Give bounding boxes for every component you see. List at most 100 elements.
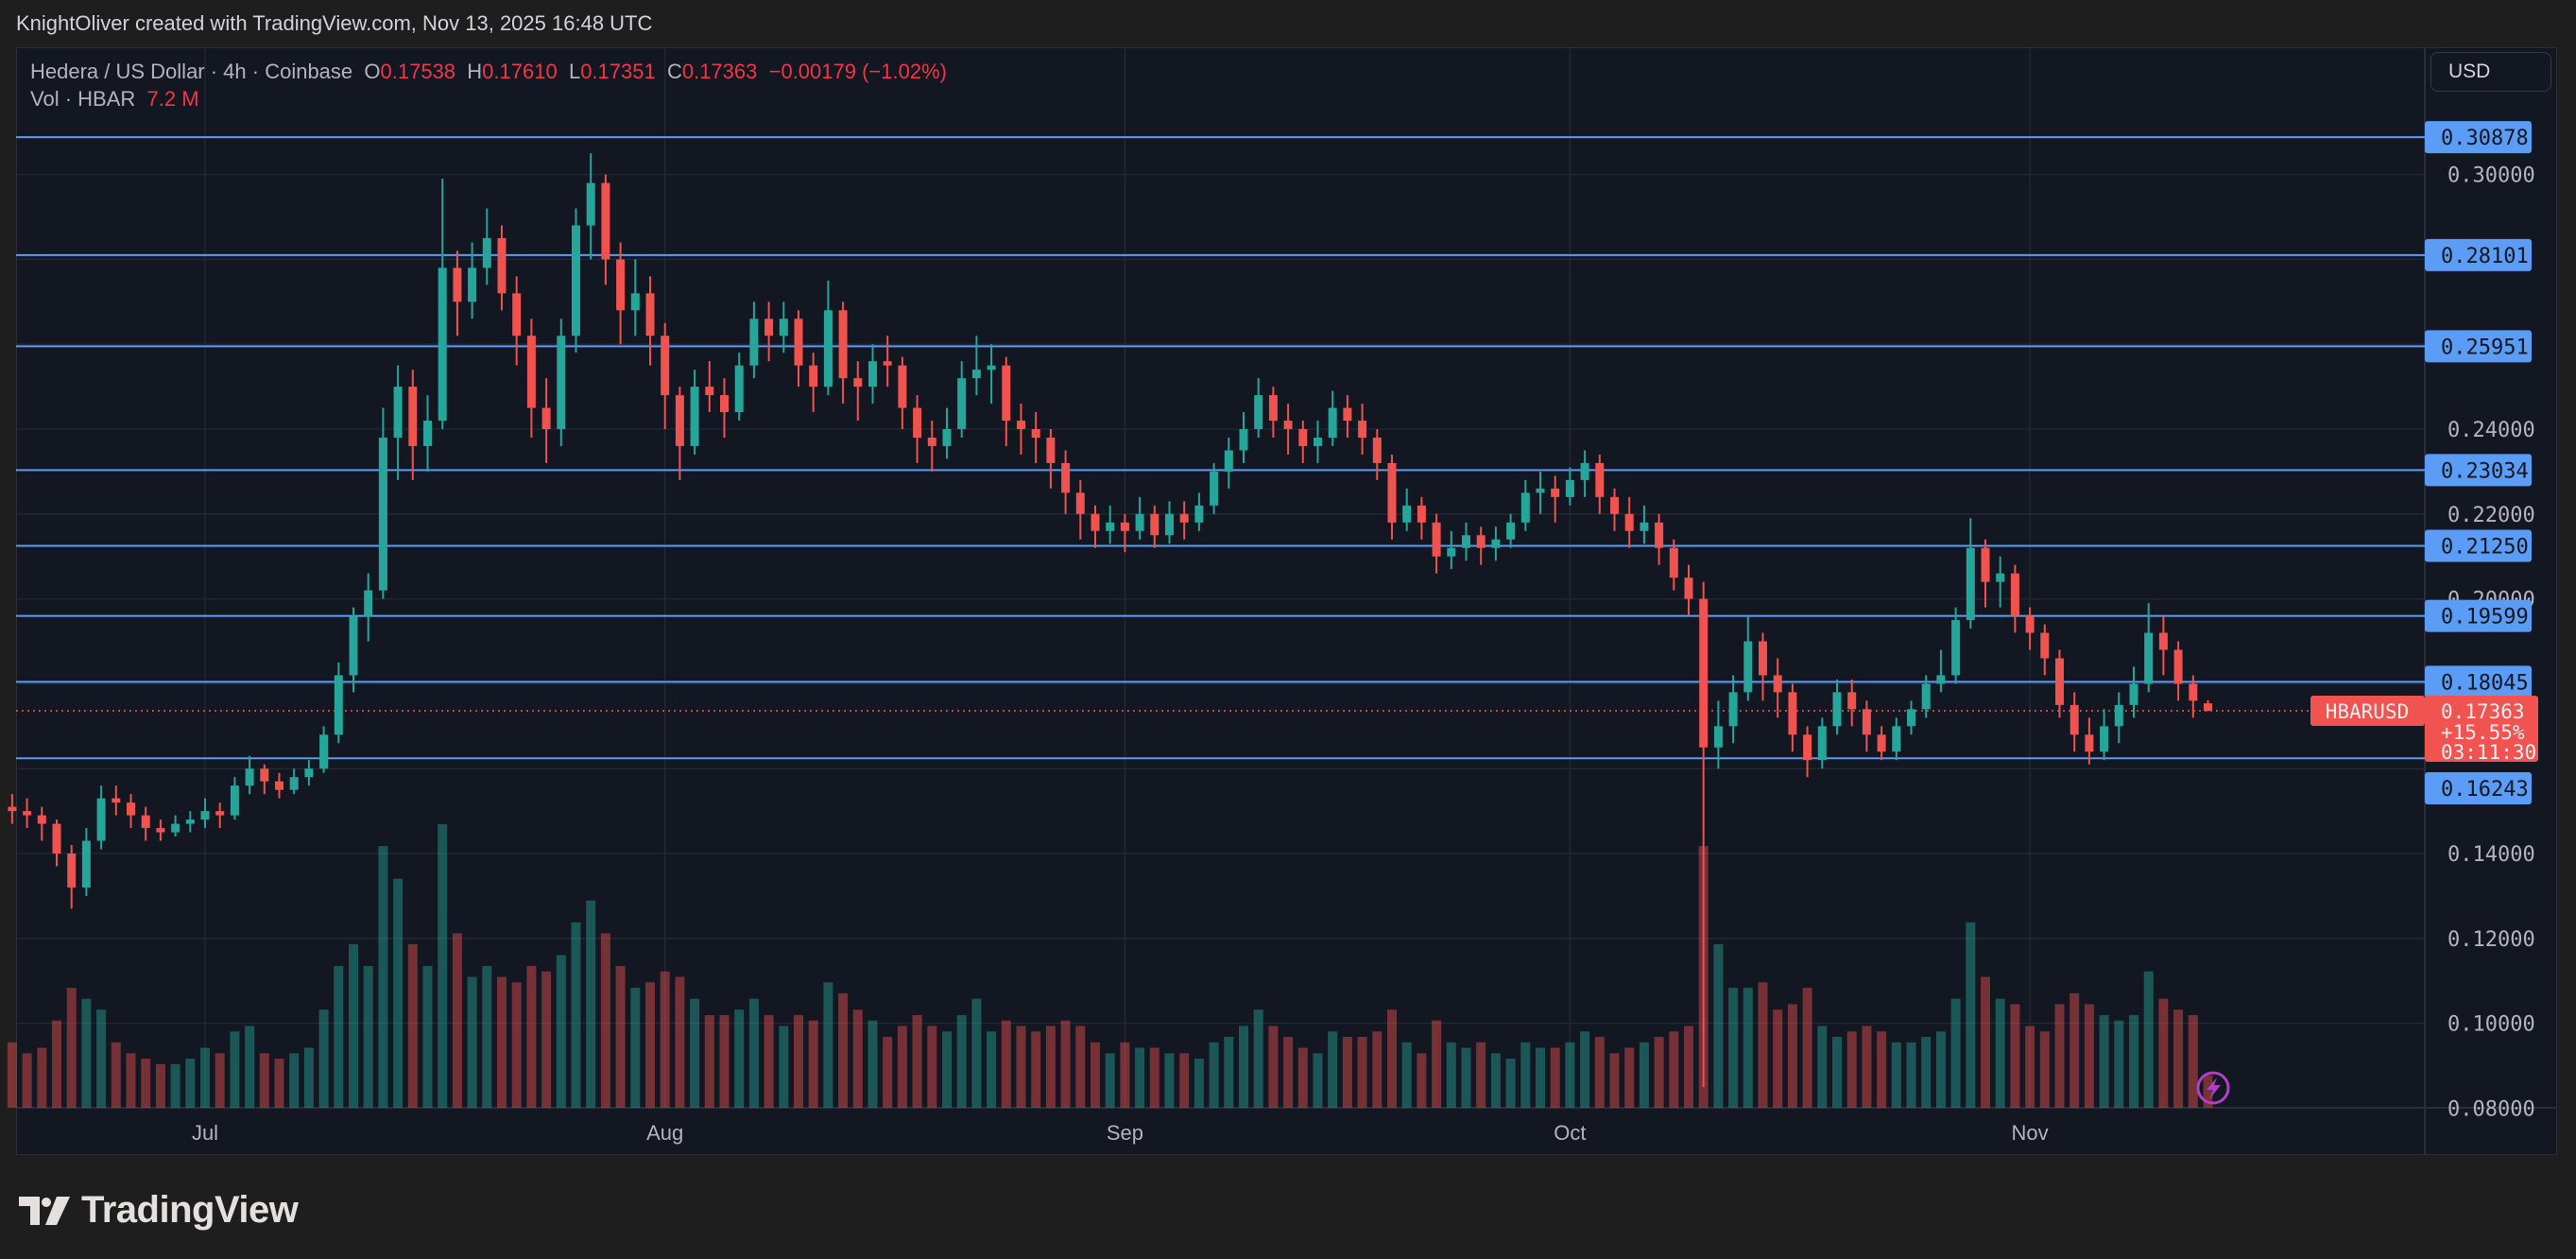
level-price-label: 0.21250 bbox=[2441, 535, 2529, 559]
candle bbox=[942, 407, 952, 459]
volume-bar bbox=[1832, 1037, 1842, 1108]
candle bbox=[1832, 679, 1842, 735]
candle bbox=[1996, 556, 2005, 608]
candle-body bbox=[1640, 522, 1649, 531]
volume-bar bbox=[541, 971, 552, 1108]
volume-bar bbox=[1253, 1009, 1263, 1108]
candle bbox=[838, 302, 848, 405]
tradingview-logo[interactable]: TradingView bbox=[19, 1189, 299, 1232]
candle bbox=[1743, 615, 1753, 701]
volume-bar bbox=[630, 988, 641, 1108]
candle bbox=[1314, 421, 1322, 463]
level-price-tag bbox=[2425, 772, 2532, 804]
candle bbox=[2085, 717, 2094, 765]
candle bbox=[1075, 479, 1085, 540]
lightning-bolt-icon[interactable] bbox=[2196, 1071, 2230, 1105]
volume-bar bbox=[1297, 1047, 1308, 1108]
volume-bar bbox=[912, 1014, 922, 1108]
volume-bar bbox=[600, 933, 610, 1108]
candle-body bbox=[260, 768, 269, 782]
candle bbox=[557, 319, 566, 446]
candle-body bbox=[927, 437, 936, 446]
candle bbox=[1773, 658, 1782, 718]
candle bbox=[1936, 649, 1946, 693]
candle bbox=[1759, 632, 1767, 701]
candle-body bbox=[2129, 683, 2138, 705]
symbol-tag[interactable] bbox=[2310, 696, 2425, 727]
symbol-title[interactable]: Hedera / US Dollar · 4h · Coinbase bbox=[30, 60, 353, 83]
chart-pane[interactable] bbox=[16, 47, 2557, 1155]
candle bbox=[1580, 450, 1589, 497]
candle-body bbox=[1921, 683, 1931, 710]
candle-body bbox=[1476, 535, 1485, 548]
currency-button[interactable]: USD bbox=[2430, 52, 2551, 92]
volume-bar bbox=[1639, 1042, 1649, 1108]
volume-bar bbox=[645, 982, 655, 1108]
candle bbox=[1907, 700, 1915, 735]
candle bbox=[1150, 505, 1159, 548]
volume-bar bbox=[363, 966, 373, 1108]
candle bbox=[1358, 404, 1367, 455]
candle bbox=[734, 353, 744, 422]
candle bbox=[2173, 641, 2183, 701]
volume-bar bbox=[1179, 1053, 1190, 1108]
candle bbox=[200, 798, 210, 829]
candle-body bbox=[1343, 407, 1352, 422]
candle bbox=[661, 322, 670, 429]
candle bbox=[364, 573, 373, 642]
level-price-tag bbox=[2425, 121, 2532, 154]
volume-bar bbox=[1120, 1042, 1130, 1108]
candle-body bbox=[1210, 471, 1219, 506]
tradingview-logo-icon bbox=[19, 1196, 70, 1225]
volume-bar bbox=[571, 922, 581, 1108]
candle bbox=[438, 179, 447, 429]
volume-bar bbox=[2010, 1004, 2020, 1108]
level-price-tag bbox=[2425, 599, 2532, 632]
volume-bar bbox=[52, 1020, 61, 1108]
candle bbox=[393, 365, 403, 480]
candle-body bbox=[1254, 395, 1263, 429]
price-tick-label: 0.30000 bbox=[2447, 164, 2535, 188]
candle-body bbox=[171, 823, 180, 833]
candle-body bbox=[1239, 429, 1248, 451]
price-tick-label: 0.24000 bbox=[2447, 419, 2535, 442]
candle-body bbox=[37, 815, 46, 824]
candle bbox=[572, 208, 580, 354]
volume-bar bbox=[971, 998, 982, 1108]
volume-bar bbox=[511, 982, 522, 1108]
candle-body bbox=[1402, 505, 1412, 523]
volume-bar bbox=[1001, 1020, 1011, 1108]
candle bbox=[1283, 404, 1293, 455]
candle-body bbox=[438, 267, 447, 422]
candle-body bbox=[2189, 683, 2198, 701]
volume-bar bbox=[1906, 1042, 1916, 1108]
volume-bar bbox=[126, 1053, 136, 1108]
candle bbox=[1210, 462, 1219, 514]
candle-body bbox=[1847, 692, 1857, 710]
candle bbox=[779, 302, 788, 354]
candle bbox=[1046, 429, 1056, 489]
volume-bar bbox=[200, 1047, 210, 1108]
candle bbox=[1402, 488, 1412, 531]
candle-body bbox=[1936, 675, 1946, 684]
candle-body bbox=[942, 429, 952, 446]
volume-bar bbox=[1950, 998, 1961, 1108]
candle bbox=[616, 242, 626, 345]
candle-body bbox=[779, 319, 788, 336]
candle-body bbox=[1684, 578, 1693, 599]
volume-bar bbox=[927, 1026, 937, 1108]
candle-body bbox=[1106, 522, 1115, 531]
candle-body bbox=[349, 615, 358, 676]
candle-body bbox=[1610, 496, 1619, 514]
candle bbox=[630, 259, 640, 336]
candle-body bbox=[1372, 437, 1382, 463]
price-axis: 0.300000.240000.220000.200000.140000.120… bbox=[2447, 164, 2535, 1122]
candle bbox=[2100, 709, 2109, 761]
volume-bar bbox=[690, 998, 700, 1108]
volume-label[interactable]: Vol · HBAR bbox=[30, 87, 136, 111]
candle bbox=[2040, 624, 2050, 676]
volume-bar bbox=[1194, 1059, 1204, 1108]
candle-body bbox=[1075, 492, 1085, 514]
level-price-label: 0.23034 bbox=[2441, 459, 2529, 483]
